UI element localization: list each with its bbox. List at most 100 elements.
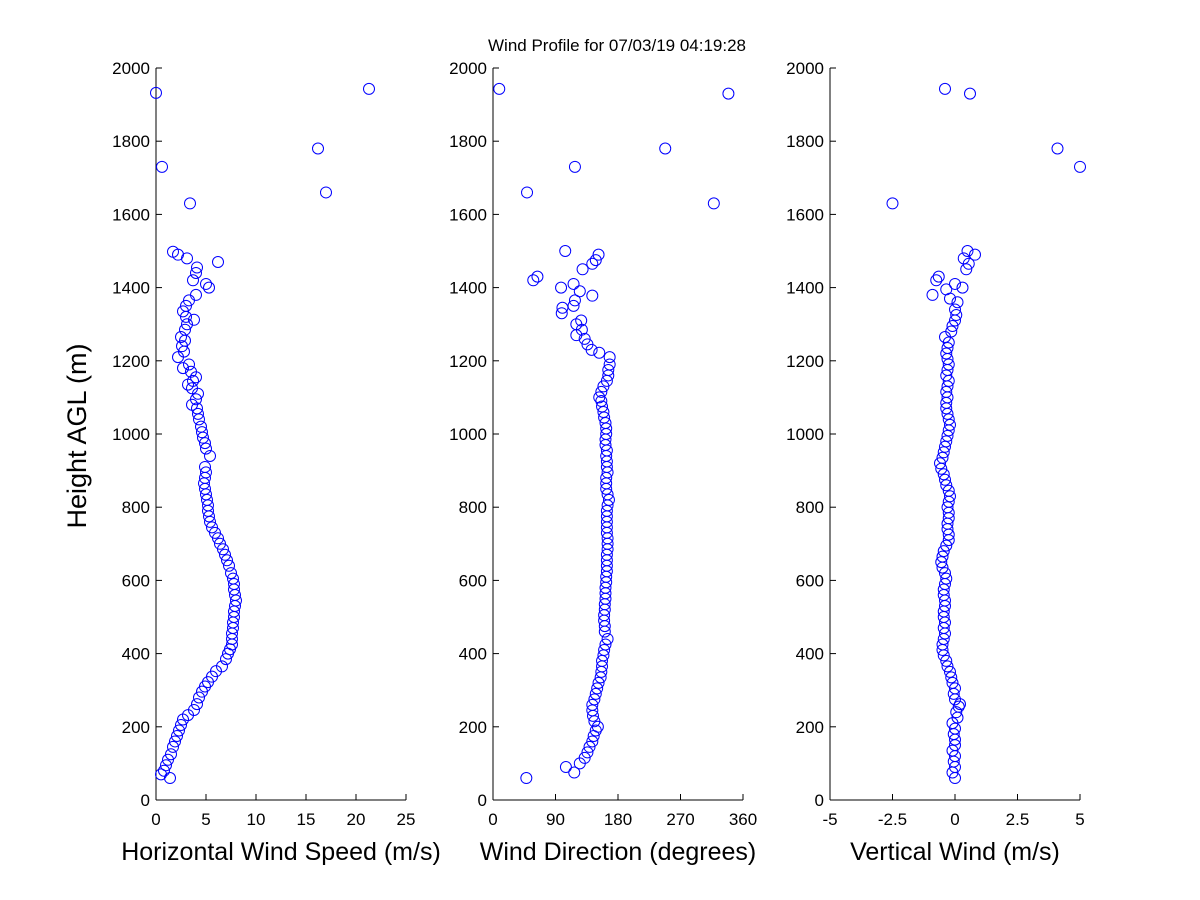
direction-data-point — [527, 274, 540, 287]
speed-data-point — [160, 759, 172, 772]
speed-data-point — [162, 753, 174, 766]
speed-data-point — [187, 374, 199, 387]
speed-data-point — [175, 331, 187, 344]
speed-data-point — [199, 460, 211, 473]
horizontal-wind-speed-panel: 0 200 400 600 800 1000 1200 1400 1600 1800 2000 0 5 1… — [112, 59, 441, 866]
vertical-data-point — [949, 682, 961, 695]
vertical-data-point — [926, 288, 939, 301]
vertical-y-tick-label: 1000 — [786, 425, 824, 444]
vertical-wind-panel: 0 200 400 600 800 1000 1200 1400 1600 1800 2000 -5 -… — [786, 59, 1086, 866]
vertical-data-point — [942, 358, 955, 371]
speed-data-point — [179, 323, 191, 336]
speed-data-point — [167, 245, 179, 258]
vertical-data-point — [942, 413, 955, 426]
direction-data-point — [568, 160, 581, 173]
speed-data-point — [171, 729, 183, 742]
direction-data-point — [575, 314, 588, 327]
direction-x-tick-label: 270 — [666, 810, 694, 829]
direction-data-point — [722, 87, 735, 100]
speed-data-point — [204, 449, 216, 462]
speed-data-point — [228, 578, 240, 591]
direction-data-point — [603, 351, 616, 364]
vertical-data-point — [969, 248, 981, 261]
speed-data-point — [206, 521, 218, 534]
vertical-y-tick-label: 1800 — [786, 132, 824, 151]
vertical-data-point — [940, 283, 953, 296]
speed-data-point — [209, 526, 221, 539]
speed-data-point — [177, 362, 189, 375]
speed-data-point — [219, 548, 231, 561]
direction-data-point — [568, 294, 581, 307]
speed-data-point — [169, 735, 181, 748]
vertical-data-point — [945, 325, 958, 338]
speed-data-point — [150, 86, 162, 99]
direction-y-tick-label: 2000 — [449, 59, 487, 78]
vertical-x-tick-label: 5 — [1075, 810, 1084, 829]
vertical-data-point — [941, 501, 954, 514]
speed-data-point — [199, 437, 211, 450]
direction-data-point — [578, 751, 591, 764]
direction-y-tick-label: 1000 — [449, 425, 487, 444]
vertical-x-tick-label: -2.5 — [878, 810, 907, 829]
speed-y-tick-label: 200 — [122, 718, 150, 737]
speed-y-tick-label: 1400 — [112, 279, 150, 298]
direction-data-point — [586, 698, 599, 711]
speed-x-tick-label: 25 — [397, 810, 416, 829]
speed-x-tick-label: 0 — [151, 810, 160, 829]
vertical-data-point — [946, 320, 959, 333]
vertical-y-tick-label: 800 — [796, 498, 824, 517]
direction-y-tick-label: 1600 — [449, 205, 487, 224]
direction-data-point — [586, 289, 599, 302]
direction-data-point — [555, 281, 568, 294]
direction-y-tick-label: 600 — [459, 571, 487, 590]
speed-data-point — [155, 768, 167, 781]
speed-data-point — [183, 358, 195, 371]
direction-data-point — [576, 263, 589, 276]
direction-data-point — [589, 254, 602, 267]
direction-data-point — [568, 766, 581, 779]
vertical-data-point — [937, 583, 950, 596]
direction-data-point — [493, 82, 506, 95]
speed-data-point — [191, 698, 203, 711]
speed-data-point — [192, 407, 204, 420]
vertical-data-point — [957, 252, 970, 265]
direction-data-point — [583, 740, 596, 753]
vertical-data-point — [932, 270, 945, 283]
speed-data-point — [212, 255, 224, 268]
speed-data-point — [186, 382, 198, 395]
direction-data-point — [581, 338, 594, 351]
speed-data-point — [190, 393, 202, 406]
direction-y-tick-label: 800 — [459, 498, 487, 517]
speed-data-point — [223, 559, 235, 572]
vertical-x-tick-label: -5 — [822, 810, 837, 829]
vertical-data-point — [940, 654, 953, 667]
speed-data-point — [210, 665, 222, 678]
vertical-data-point — [937, 468, 950, 481]
speed-y-tick-label: 0 — [141, 791, 150, 810]
speed-data-point — [175, 718, 187, 731]
speed-x-tick-label: 20 — [347, 810, 366, 829]
direction-data-point — [588, 693, 601, 706]
vertical-data-point — [936, 550, 949, 563]
direction-data-point — [521, 186, 534, 199]
vertical-y-tick-label: 200 — [796, 718, 824, 737]
vertical-data-point — [934, 457, 946, 470]
speed-x-tick-label: 5 — [201, 810, 210, 829]
direction-data-point — [593, 391, 606, 404]
speed-data-point — [173, 724, 185, 737]
direction-data-point — [559, 761, 572, 774]
vertical-x-axis-label: Vertical Wind (m/s) — [850, 838, 1060, 866]
vertical-data-point — [949, 277, 961, 290]
y-axis-label: Height AGL (m) — [62, 343, 92, 528]
direction-x-tick-label: 0 — [488, 810, 497, 829]
vertical-data-point — [944, 665, 956, 678]
direction-data-point — [592, 248, 605, 261]
vertical-data-point — [937, 446, 950, 459]
figure-title: Wind Profile for 07/03/19 04:19:28 — [488, 36, 746, 55]
speed-y-tick-label: 2000 — [112, 59, 150, 78]
direction-data-point — [592, 676, 605, 689]
vertical-y-tick-label: 400 — [796, 645, 824, 664]
vertical-y-tick-label: 1400 — [786, 279, 824, 298]
direction-x-tick-label: 360 — [729, 810, 757, 829]
direction-data-point — [601, 632, 614, 645]
